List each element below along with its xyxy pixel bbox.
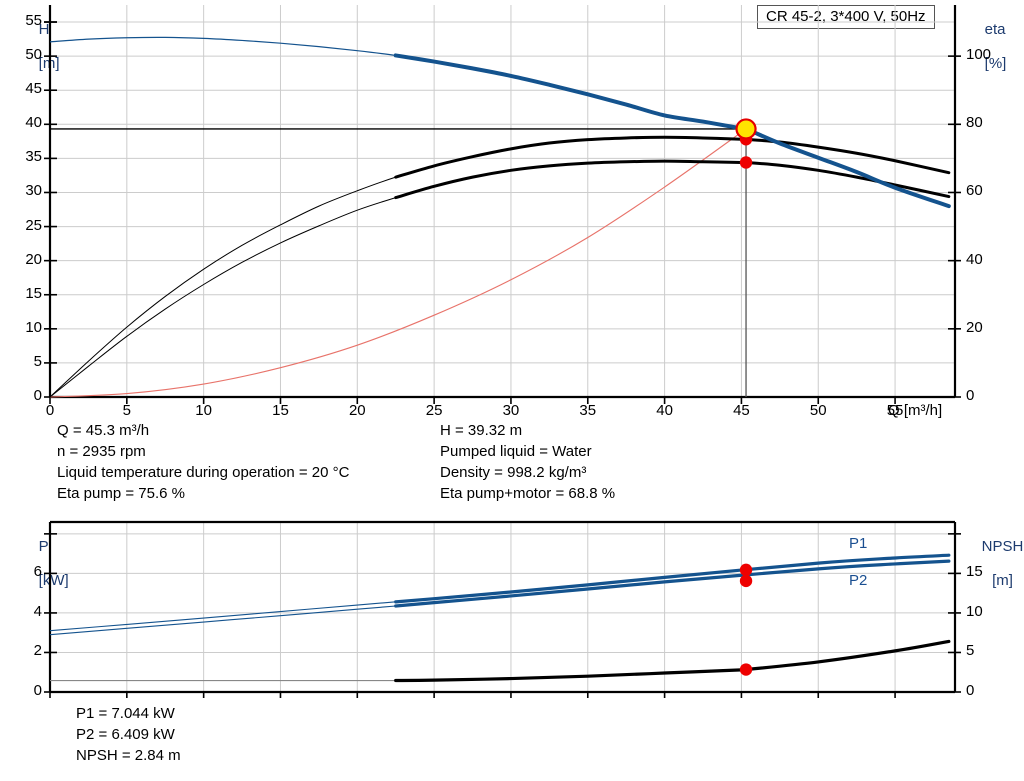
- npsh-tick-label: 5: [966, 642, 975, 660]
- info-head: H = 39.32 m: [440, 422, 523, 439]
- top-chart-plot: [44, 5, 961, 404]
- bottom-chart-left-axis-title: P [kW]: [22, 521, 69, 606]
- bottom-chart-right-axis-title: NPSH [m]: [965, 521, 1024, 606]
- duty-point-marker[interactable]: [735, 118, 757, 140]
- npsh-tick-label: 0: [966, 682, 975, 699]
- tick-label: 0: [45, 402, 55, 419]
- npsh-tick-label: 15: [966, 563, 983, 581]
- h-label: H: [38, 21, 50, 38]
- info-p2: P2 = 6.409 kW: [76, 726, 175, 743]
- p-tick-label: 4: [33, 602, 42, 620]
- npsh-tick-label: 10: [966, 602, 983, 620]
- info-flow: Q = 45.3 m³/h: [57, 422, 150, 439]
- top-chart-curves: [49, 36, 951, 398]
- eta-tick-label: 100: [966, 46, 992, 64]
- eta-tick-label: 20: [966, 318, 983, 336]
- tick-label: 35: [25, 148, 42, 166]
- eta-tick-label: 40: [966, 250, 983, 268]
- bottom-chart-curves: [49, 553, 951, 683]
- top-chart-gridlines: [44, 5, 961, 404]
- info-liquid-temperature: Liquid temperature during operation = 20…: [57, 464, 350, 481]
- tick-label: 25: [25, 216, 42, 234]
- info-speed: n = 2935 rpm: [57, 443, 146, 460]
- tick-label: 5: [122, 402, 131, 419]
- tick-label: 30: [25, 182, 42, 200]
- info-pumped-liquid: Pumped liquid = Water: [440, 443, 592, 460]
- curve-label-p1: P1: [849, 535, 868, 552]
- x-axis-label: Q [m³/h]: [888, 402, 943, 419]
- eta-label: eta: [984, 21, 1006, 38]
- info-eta-pump-motor: Eta pump+motor = 68.8 %: [440, 485, 616, 502]
- p-tick-label: 6: [33, 563, 42, 581]
- tick-label: 15: [25, 284, 42, 302]
- tick-label: 20: [348, 402, 366, 419]
- tick-label: 50: [25, 46, 42, 64]
- p-tick-label: 0: [33, 682, 42, 699]
- bottom-chart-plot: [44, 520, 961, 698]
- p-unit: [kW]: [38, 572, 69, 589]
- tick-label: 50: [809, 402, 827, 419]
- eta-tick-label: 80: [966, 114, 983, 132]
- curve-label-p2: P2: [849, 572, 868, 589]
- eta-unit: [%]: [984, 55, 1007, 72]
- top-chart-right-axis-title: eta [%]: [968, 4, 1007, 89]
- bottom-chart-gridlines: [44, 522, 961, 698]
- tick-label: 35: [579, 402, 597, 419]
- npsh-unit: [m]: [992, 572, 1013, 589]
- tick-label: 10: [195, 402, 212, 419]
- info-density: Density = 998.2 kg/m³: [440, 464, 587, 481]
- tick-label: 15: [272, 402, 289, 419]
- tick-label: 20: [25, 250, 42, 268]
- info-npsh: NPSH = 2.84 m: [76, 747, 181, 764]
- tick-label: 0: [33, 387, 42, 404]
- tick-label: 40: [25, 114, 42, 132]
- eta-tick-label: 60: [966, 182, 983, 200]
- tick-label: 55: [886, 402, 904, 419]
- tick-label: 5: [33, 352, 42, 370]
- tick-label: 25: [425, 402, 443, 419]
- tick-label: 40: [656, 402, 673, 419]
- p-tick-label: 2: [33, 642, 42, 660]
- tick-label: 55: [25, 12, 42, 30]
- p-label: P: [38, 538, 49, 555]
- tick-label: 45: [25, 80, 42, 98]
- pump-model-title-box: CR 45-2, 3*400 V, 50Hz: [757, 5, 935, 29]
- info-eta-pump: Eta pump = 75.6 %: [57, 485, 185, 502]
- npsh-label: NPSH: [981, 538, 1024, 555]
- tick-label: 45: [733, 402, 750, 419]
- pump-model-title: CR 45-2, 3*400 V, 50Hz: [766, 8, 926, 25]
- tick-label: 10: [25, 318, 42, 336]
- eta-tick-label: 0: [966, 387, 975, 404]
- info-p1: P1 = 7.044 kW: [76, 705, 175, 722]
- tick-label: 30: [502, 402, 520, 419]
